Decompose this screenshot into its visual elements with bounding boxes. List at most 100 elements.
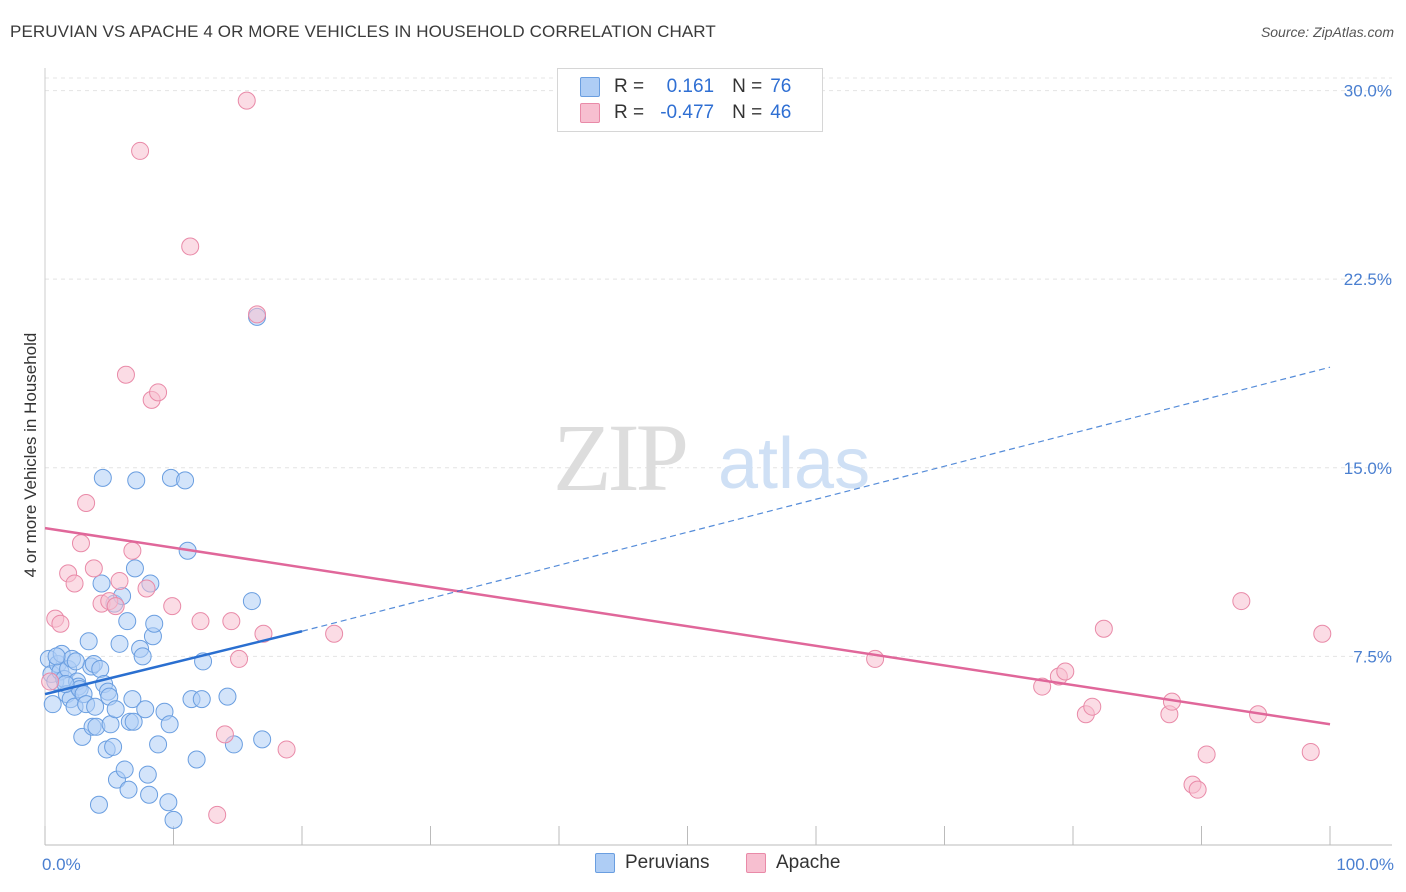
n-label: N =	[732, 102, 763, 123]
peruvians-trend-line	[44, 630, 303, 696]
peruvians-point	[123, 690, 142, 709]
apache-point	[215, 725, 234, 744]
peruvians-legend-swatch	[595, 853, 615, 873]
apache-point	[131, 141, 150, 160]
peruvians-point	[91, 659, 110, 678]
apache-point	[248, 305, 267, 324]
apache-point	[84, 559, 103, 578]
apache-point	[237, 91, 256, 110]
apache-legend-swatch	[746, 853, 766, 873]
peruvians-point	[164, 810, 183, 829]
peruvians-point	[104, 737, 123, 756]
y-tick-label: 22.5%	[1344, 270, 1392, 289]
peruvians-point	[106, 700, 125, 719]
peruvians-point	[160, 715, 179, 734]
apache-point	[106, 597, 125, 616]
peruvians-point	[242, 592, 261, 611]
legend-row-peruvians: R = 0.161 N = 76	[580, 74, 791, 100]
apache-point	[1313, 624, 1332, 643]
peruvians-point	[192, 690, 211, 709]
apache-point	[1301, 742, 1320, 761]
peruvians-point	[66, 652, 85, 671]
correlation-legend: R = 0.161 N = 76 R = -0.477 N = 46	[557, 68, 823, 132]
peruvians-point	[89, 795, 108, 814]
y-tick-label: 15.0%	[1344, 459, 1392, 478]
peruvians-point	[187, 750, 206, 769]
apache-point	[277, 740, 296, 759]
apache-point	[41, 672, 60, 691]
chart-title: PERUVIAN VS APACHE 4 OR MORE VEHICLES IN…	[10, 22, 716, 41]
peruvians-point	[140, 785, 159, 804]
apache-point	[1188, 780, 1207, 799]
apache-point	[123, 541, 142, 560]
peruvians-trend-extension	[301, 366, 1331, 632]
peruvians-point	[79, 632, 98, 651]
peruvians-point	[218, 687, 237, 706]
peruvians-point	[115, 760, 134, 779]
apache-trend-line	[44, 526, 1331, 726]
y-tick-label: 30.0%	[1344, 82, 1392, 101]
legend-row-apache: R = -0.477 N = 46	[580, 100, 791, 126]
apache-point	[1232, 592, 1251, 611]
apache-point	[191, 612, 210, 631]
bottom-legend-peruvians: Peruvians	[595, 852, 710, 874]
x-tick-label-max: 100.0%	[1336, 855, 1394, 874]
r-label: R =	[614, 102, 645, 123]
watermark-atlas: atlas	[718, 424, 870, 504]
apache-points	[41, 91, 1332, 824]
peruvians-point	[149, 735, 168, 754]
peruvians-point	[93, 468, 112, 487]
watermark-zip: ZIP	[553, 404, 686, 511]
n-value: 46	[770, 102, 792, 123]
watermark: ZIP atlas	[553, 404, 870, 511]
peruvians-point	[176, 471, 195, 490]
apache-legend-label: Apache	[776, 852, 841, 873]
peruvians-point	[92, 574, 111, 593]
peruvians-point	[159, 793, 178, 812]
x-tick-label-min: 0.0%	[42, 855, 81, 874]
peruvians-swatch	[580, 77, 600, 97]
n-value: 76	[770, 76, 792, 97]
apache-point	[1033, 677, 1052, 696]
peruvians-point	[101, 715, 120, 734]
peruvians-point	[253, 730, 272, 749]
n-label: N =	[732, 76, 763, 97]
apache-point	[1094, 619, 1113, 638]
apache-point	[71, 534, 90, 553]
r-value: 0.161	[666, 76, 715, 97]
peruvians-point	[47, 647, 66, 666]
apache-point	[149, 383, 168, 402]
apache-point	[230, 649, 249, 668]
peruvians-legend-label: Peruvians	[625, 852, 710, 873]
peruvians-point	[119, 780, 138, 799]
peruvians-point	[136, 700, 155, 719]
apache-swatch	[580, 103, 600, 123]
peruvians-point	[138, 765, 157, 784]
peruvians-point	[127, 471, 146, 490]
apache-point	[110, 571, 129, 590]
apache-point	[77, 493, 96, 512]
peruvians-point	[133, 647, 152, 666]
apache-point	[222, 612, 241, 631]
y-tick-label: 7.5%	[1353, 647, 1392, 666]
apache-point	[137, 579, 156, 598]
apache-point	[254, 624, 273, 643]
apache-point	[325, 624, 344, 643]
apache-point	[1197, 745, 1216, 764]
grid-layer	[45, 77, 1392, 657]
r-value: -0.477	[660, 102, 715, 123]
peruvians-point	[145, 614, 164, 633]
apache-point	[208, 805, 227, 824]
apache-point	[51, 614, 70, 633]
peruvians-point	[124, 712, 143, 731]
apache-point	[116, 365, 135, 384]
peruvians-point	[43, 695, 62, 714]
source-label: Source: ZipAtlas.com	[1260, 24, 1394, 40]
peruvians-point	[118, 612, 137, 631]
apache-point	[1083, 697, 1102, 716]
apache-point	[65, 574, 84, 593]
bottom-legend-apache: Apache	[746, 852, 840, 874]
y-axis-label: 4 or more Vehicles in Household	[21, 333, 40, 578]
r-label: R =	[614, 76, 645, 97]
